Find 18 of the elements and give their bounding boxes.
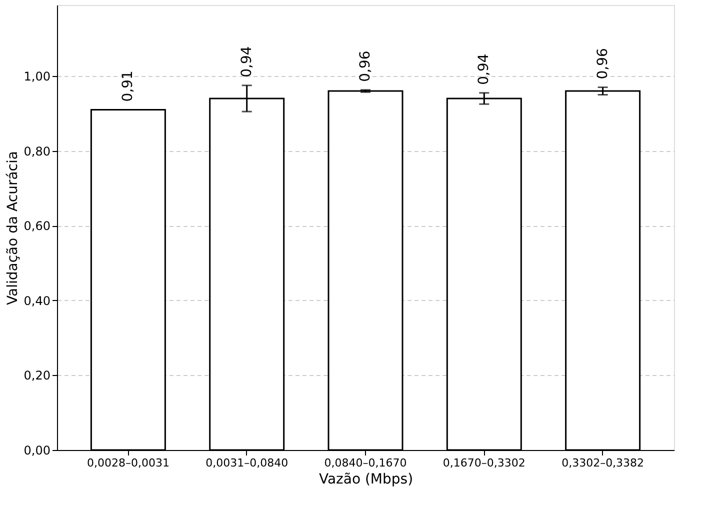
y-tick-label: 0,60 xyxy=(24,219,50,234)
data-label: 0,94 xyxy=(476,54,492,85)
x-tick-label: 0,0840–0,1670 xyxy=(324,456,407,470)
data-label: 0,94 xyxy=(238,46,255,78)
x-tick-label: 0,0031–0,0840 xyxy=(206,456,288,470)
data-label: 0,96 xyxy=(594,48,611,80)
y-tick-label: 0,00 xyxy=(24,444,50,458)
y-tick-label: 0,80 xyxy=(24,144,50,158)
y-tick-label: 0,20 xyxy=(24,368,50,383)
x-axis-title: Vazão (Mbps) xyxy=(318,472,414,488)
x-tick-label: 0,3302–0,3382 xyxy=(562,456,644,470)
y-tick-label: 1,00 xyxy=(24,70,50,84)
data-label: 0,91 xyxy=(120,70,136,102)
x-tick-label: 0,1670–0,3302 xyxy=(442,456,526,470)
y-tick-label: 0,40 xyxy=(24,294,50,308)
data-label: 0,96 xyxy=(358,50,374,82)
x-tick-label: 0,0028–0,0031 xyxy=(86,456,170,470)
y-axis-title: Validação da Acurácia xyxy=(4,151,21,305)
